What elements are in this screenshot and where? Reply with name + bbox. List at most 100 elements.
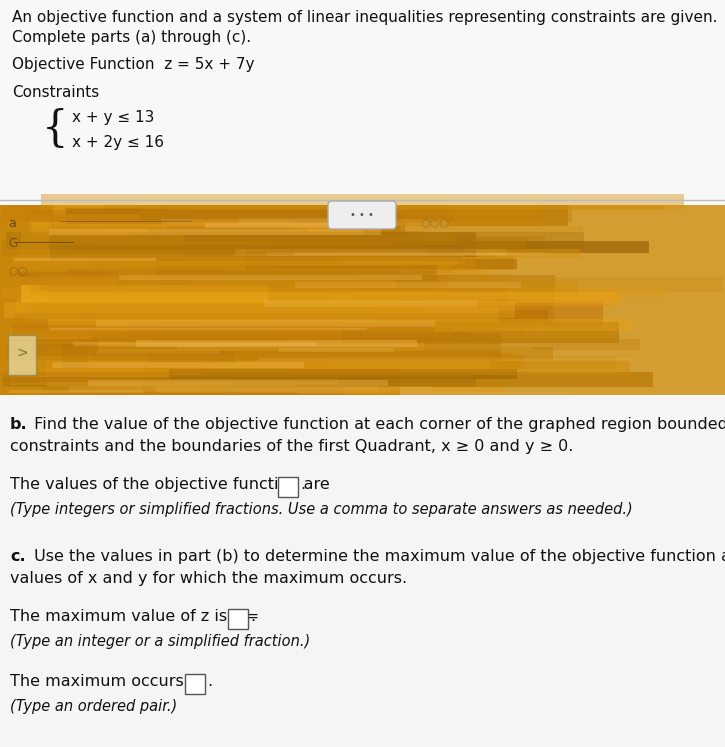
Bar [9,390,143,393]
Text: .: . [250,609,255,624]
Bar [36,300,497,307]
Bar [33,339,183,356]
Text: x + 2y ≤ 16: x + 2y ≤ 16 [72,135,164,150]
Bar [65,229,301,255]
Bar [298,392,573,394]
Bar [15,314,539,330]
Bar [16,298,413,311]
Bar [96,308,500,332]
Bar [59,286,331,310]
Text: The values of the objective function are: The values of the objective function are [10,477,330,492]
Text: Complete parts (a) through (c).: Complete parts (a) through (c). [12,30,251,45]
Bar [0,205,725,395]
Bar [89,346,329,367]
Bar [163,257,313,270]
Bar [114,234,252,249]
Bar [49,229,381,235]
Bar [167,220,292,231]
Text: ○○: ○○ [8,265,28,275]
Bar [113,272,434,280]
Bar [50,356,616,370]
Bar [46,291,281,306]
Text: (Type an ordered pair.): (Type an ordered pair.) [10,699,177,714]
Bar [33,303,424,320]
Bar [39,274,506,290]
Bar [72,242,285,252]
Bar [157,353,517,358]
Bar [62,344,202,368]
Bar [113,255,514,270]
Bar [61,301,384,310]
Bar [170,235,274,245]
Bar [295,282,521,288]
Bar [160,205,568,226]
Bar [18,251,475,270]
Bar [98,341,424,351]
Bar [8,335,36,375]
Bar [53,205,540,225]
Bar [194,355,523,369]
Bar [169,370,516,379]
Bar [12,247,246,270]
Bar [6,232,584,249]
Text: G────────: G──────── [8,237,74,250]
Bar [36,360,630,374]
Bar [15,255,465,264]
Bar [2,241,392,257]
Text: c.: c. [10,549,25,564]
Bar [95,350,219,354]
Bar [170,341,349,355]
Text: The maximum occurs at: The maximum occurs at [10,674,205,689]
Bar [13,335,440,353]
Bar [144,213,405,235]
Bar [4,302,515,318]
Bar [162,302,375,326]
Bar [9,344,154,359]
Bar [127,322,619,343]
Bar [88,380,388,385]
Bar [91,333,501,361]
Bar [145,274,260,280]
Bar [11,376,339,385]
Bar [2,206,444,222]
Bar [14,258,156,261]
Text: Find the value of the objective function at each corner of the graphed region bo: Find the value of the objective function… [29,417,725,432]
Bar [117,275,555,300]
Bar [51,220,378,247]
Bar [294,253,507,255]
Bar [199,372,653,387]
Bar [239,218,370,225]
Text: >: > [16,346,28,360]
Bar [156,265,437,291]
Text: b.: b. [10,417,28,432]
Bar [0,0,725,357]
Bar [149,351,235,362]
Bar [157,312,283,338]
Bar [117,269,486,276]
Bar [199,300,603,326]
Bar [161,219,447,226]
Bar [257,359,631,362]
Bar [130,244,344,264]
Bar [128,295,320,309]
Bar [12,325,436,342]
Bar [17,266,272,286]
Bar [263,300,477,307]
Bar [46,349,142,375]
Bar [125,278,357,292]
Bar [11,357,209,382]
Bar [134,294,355,317]
Text: a: a [8,217,16,230]
Bar [30,222,363,235]
Bar [136,345,267,352]
Bar [96,364,505,391]
Bar [147,228,308,236]
Bar [54,247,175,261]
Text: The maximum value of z is z =: The maximum value of z is z = [10,609,260,624]
Bar [17,242,365,258]
Bar [91,248,275,273]
Bar [75,312,375,317]
Bar [157,229,244,244]
Bar [204,223,349,228]
Bar [58,232,424,244]
